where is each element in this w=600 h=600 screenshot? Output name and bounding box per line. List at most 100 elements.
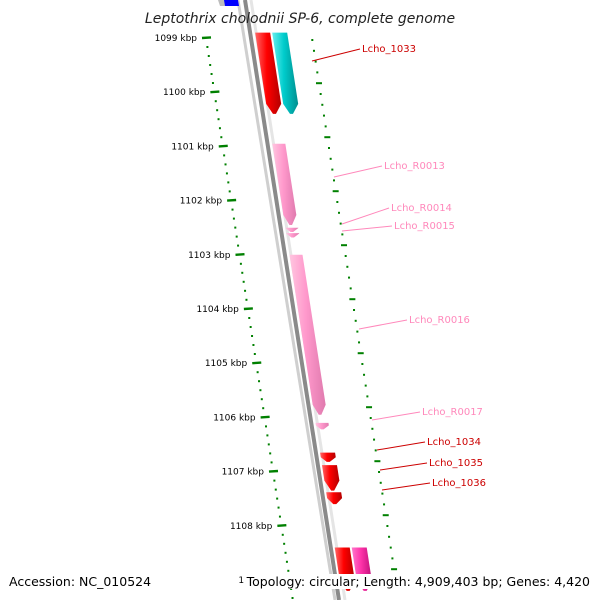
inner-ruler-tick	[327, 147, 330, 149]
ruler-minor-tick	[276, 497, 279, 500]
ruler-minor-tick	[235, 235, 238, 238]
inner-ruler-tick	[319, 93, 322, 95]
ruler-tick-label: 1101 kbp	[171, 142, 214, 152]
inner-ruler-tick	[315, 82, 322, 85]
inner-ruler-tick	[339, 222, 342, 225]
label-leader-line	[358, 319, 408, 330]
ruler-minor-tick	[239, 262, 242, 265]
inner-ruler-tick	[349, 298, 356, 301]
ruler-minor-tick	[210, 73, 213, 75]
position-ruler: 1099 kbp 1100 kbp 1101 kbp 1102 kbp 1103 kbp…	[155, 34, 398, 599]
ruler-minor-tick	[214, 100, 217, 103]
ruler-tick	[260, 415, 270, 419]
ruler-minor-tick	[259, 389, 262, 392]
feature-arrow-Lcho_R0017	[315, 422, 329, 430]
feature-label: Lcho_R0014	[391, 203, 452, 214]
ruler-minor-tick	[267, 443, 270, 446]
ruler-minor-tick	[248, 317, 251, 319]
inner-ruler-tick	[341, 233, 344, 236]
ruler-minor-tick	[274, 488, 277, 491]
feature-label: Lcho_1035	[429, 458, 483, 469]
ruler-minor-tick	[242, 280, 245, 283]
inner-ruler-tick	[364, 384, 367, 387]
inner-ruler-tick	[374, 460, 381, 463]
inner-ruler-tick	[329, 157, 332, 160]
ruler-tick	[268, 469, 279, 473]
ruler-minor-tick	[287, 569, 290, 572]
ruler-tick	[252, 361, 262, 365]
feature-arrow-Lcho_R0013	[272, 143, 297, 225]
feature-label: Lcho_R0016	[409, 315, 470, 326]
ruler-minor-tick	[216, 109, 219, 112]
feature-label: Lcho_1033	[362, 44, 416, 55]
ruler-minor-tick	[245, 298, 248, 301]
inner-ruler-tick	[361, 363, 364, 365]
inner-ruler-tick	[338, 211, 341, 214]
inner-ruler-tick	[383, 503, 386, 506]
inner-ruler-tick	[374, 449, 377, 452]
feature-arrow-Lcho_R0016	[289, 254, 326, 415]
ruler-minor-tick	[225, 172, 228, 175]
inner-ruler-tick	[349, 287, 352, 290]
ruler-minor-tick	[291, 597, 294, 599]
inner-ruler-tick	[333, 179, 336, 182]
inner-ruler-tick	[346, 265, 349, 268]
feature-arrow-Lcho_1033	[255, 32, 282, 114]
ruler-minor-tick	[220, 136, 223, 139]
label-leader-line	[341, 207, 390, 225]
feature-label: Lcho_1036	[432, 478, 486, 489]
inner-ruler-tick	[316, 71, 319, 74]
inner-ruler-tick	[378, 471, 381, 473]
ruler-minor-tick	[258, 380, 261, 383]
ruler-minor-tick	[244, 289, 247, 292]
ruler-minor-tick	[278, 515, 281, 518]
ruler-minor-tick	[249, 326, 252, 328]
inner-ruler-tick	[336, 201, 339, 203]
inner-ruler-tick	[388, 535, 391, 538]
ruler-tick-label: 1106 kbp	[213, 413, 256, 423]
ruler-minor-tick	[277, 506, 280, 509]
inner-ruler-tick	[369, 417, 372, 419]
inner-ruler-tick	[314, 60, 317, 63]
ruler-minor-tick	[266, 434, 269, 437]
ruler-minor-tick	[253, 353, 256, 355]
ruler-minor-tick	[223, 154, 226, 157]
ruler-minor-tick	[283, 542, 286, 545]
inner-ruler-tick	[348, 276, 351, 279]
ruler-tick	[210, 90, 220, 94]
inner-ruler-tick	[332, 190, 339, 193]
feature-label: Lcho_1034	[427, 437, 481, 448]
topology-text: Topology: circular; Length: 4,909,403 bp…	[244, 574, 590, 589]
ruler-minor-tick	[206, 46, 209, 48]
inner-ruler-tick	[353, 309, 356, 311]
ruler-tick	[201, 36, 212, 40]
label-leader-line	[333, 165, 383, 178]
inner-ruler-tick	[341, 244, 348, 247]
ruler-minor-tick	[270, 461, 273, 464]
inner-ruler-tick	[321, 103, 324, 106]
ruler-tick	[277, 524, 287, 527]
label-leader-line	[381, 482, 431, 491]
ruler-tick	[227, 198, 237, 202]
feature-arrow-Lcho_1036	[326, 492, 343, 505]
inner-ruler-tick	[391, 568, 398, 571]
inner-ruler-tick	[357, 352, 364, 355]
ruler-tick-label: 1100 kbp	[163, 88, 206, 98]
label-leader-line	[311, 48, 361, 62]
inner-ruler-tick	[311, 39, 314, 41]
label-leader-line	[341, 225, 393, 232]
inner-ruler-tick	[379, 481, 382, 484]
ruler-tick-label: 1108 kbp	[230, 522, 273, 532]
label-leader-line	[376, 441, 426, 451]
inner-ruler-tick	[371, 427, 374, 430]
ruler-minor-tick	[211, 82, 214, 84]
ruler-minor-tick	[224, 163, 227, 166]
ruler-minor-tick	[284, 551, 287, 554]
ruler-tick	[218, 144, 228, 148]
feature-label: Lcho_R0015	[394, 221, 455, 232]
ruler-tick	[243, 307, 253, 311]
ruler-tick	[235, 253, 245, 256]
inner-ruler-tick	[312, 49, 315, 52]
ruler-minor-tick	[281, 533, 284, 536]
accession-text: Accession: NC_010524	[9, 574, 152, 589]
